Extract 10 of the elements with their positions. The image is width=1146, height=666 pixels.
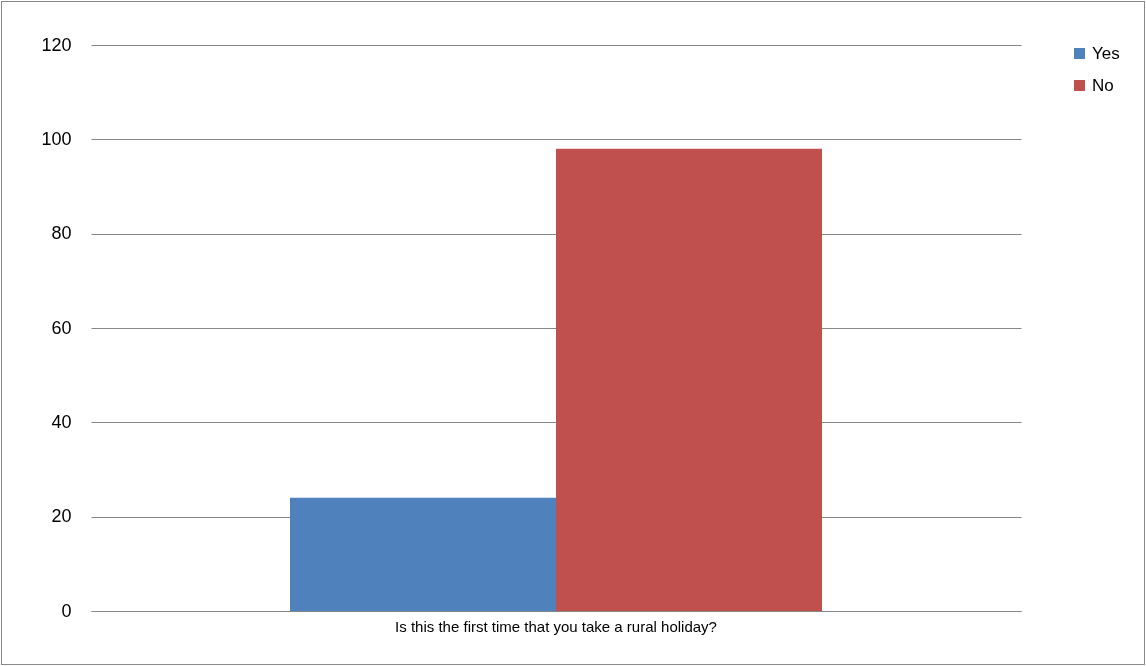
y-tick-label: 0 (61, 600, 72, 621)
x-tick-label: Is this the first time that you take a rural holiday? (395, 617, 717, 635)
y-tick-label: 120 (41, 34, 72, 55)
y-tick-label: 40 (51, 411, 72, 432)
legend-label: Yes (1092, 43, 1120, 63)
y-tick-label: 100 (41, 128, 72, 149)
legend-label: No (1092, 75, 1114, 95)
y-tick-label: 20 (51, 506, 72, 527)
y-tick-label: 60 (51, 317, 72, 338)
y-tick-label: 80 (51, 223, 72, 244)
